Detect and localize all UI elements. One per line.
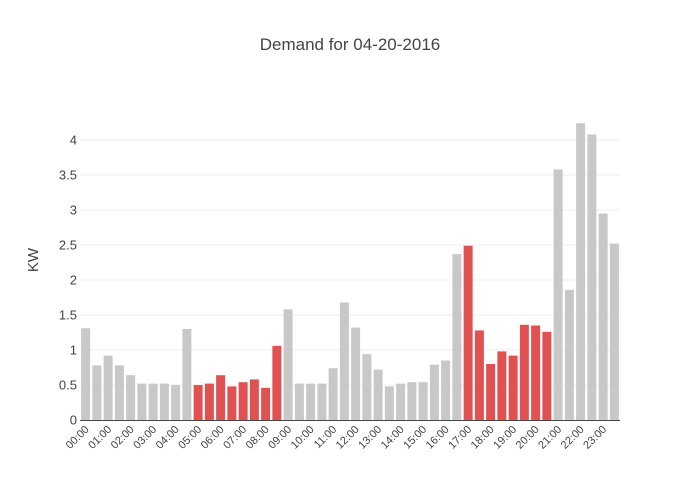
bar-2130[interactable] bbox=[564, 289, 574, 420]
bar-1430[interactable] bbox=[407, 382, 417, 420]
bar-0930[interactable] bbox=[294, 383, 304, 420]
y-tick-label: 4 bbox=[70, 133, 77, 148]
bar-0600[interactable] bbox=[216, 375, 226, 420]
bar-0730[interactable] bbox=[249, 379, 259, 420]
x-tick-label: 09:00 bbox=[266, 424, 294, 452]
bar-2000[interactable] bbox=[531, 325, 541, 421]
x-tick-label: 18:00 bbox=[469, 424, 497, 452]
bar-1400[interactable] bbox=[396, 383, 406, 420]
bar-0030[interactable] bbox=[92, 365, 102, 420]
bar-1500[interactable] bbox=[418, 382, 428, 420]
bar-1730[interactable] bbox=[474, 330, 484, 420]
bar-0230[interactable] bbox=[137, 383, 147, 420]
x-tick-label: 12:00 bbox=[334, 424, 362, 452]
bar-1530[interactable] bbox=[429, 364, 439, 420]
y-tick-label: 3 bbox=[70, 203, 77, 218]
bar-2030[interactable] bbox=[542, 331, 552, 420]
x-tick-label: 17:00 bbox=[446, 424, 474, 452]
bar-1800[interactable] bbox=[486, 364, 496, 420]
bar-0830[interactable] bbox=[272, 345, 282, 420]
x-tick-label: 19:00 bbox=[491, 424, 519, 452]
bar-1230[interactable] bbox=[362, 354, 372, 420]
bars bbox=[81, 123, 619, 420]
x-tick-labels: 00:0001:0002:0003:0004:0005:0006:0007:00… bbox=[64, 424, 609, 452]
x-tick-label: 23:00 bbox=[581, 424, 609, 452]
bar-1100[interactable] bbox=[328, 368, 338, 420]
x-tick-label: 04:00 bbox=[154, 424, 182, 452]
x-tick-label: 01:00 bbox=[86, 424, 114, 452]
bar-0400[interactable] bbox=[171, 385, 181, 420]
bar-0900[interactable] bbox=[283, 309, 293, 420]
y-tick-label: 2.5 bbox=[59, 238, 77, 253]
x-tick-label: 16:00 bbox=[424, 424, 452, 452]
y-tick-label: 1.5 bbox=[59, 308, 77, 323]
x-tick-label: 11:00 bbox=[312, 424, 339, 451]
bar-1000[interactable] bbox=[306, 383, 316, 420]
bar-1030[interactable] bbox=[317, 383, 327, 420]
bar-1900[interactable] bbox=[508, 355, 518, 420]
bar-2100[interactable] bbox=[553, 169, 563, 420]
bar-0630[interactable] bbox=[227, 386, 237, 420]
y-tick-label: 1 bbox=[70, 343, 77, 358]
bar-1200[interactable] bbox=[351, 327, 361, 420]
bar-2330[interactable] bbox=[609, 243, 619, 420]
x-tick-label: 05:00 bbox=[176, 424, 204, 452]
bar-0330[interactable] bbox=[159, 383, 169, 420]
bar-1300[interactable] bbox=[373, 369, 383, 420]
bar-0800[interactable] bbox=[261, 387, 271, 420]
x-tick-label: 13:00 bbox=[356, 424, 384, 452]
bar-2300[interactable] bbox=[598, 213, 608, 421]
bar-0130[interactable] bbox=[114, 365, 124, 420]
bar-0000[interactable] bbox=[81, 328, 91, 420]
x-tick-label: 06:00 bbox=[199, 424, 227, 452]
bar-0430[interactable] bbox=[182, 329, 192, 420]
y-tick-label: 2 bbox=[70, 273, 77, 288]
y-tick-labels: 0 0.5 1 1.5 2 2.5 3 3.5 4 bbox=[59, 133, 77, 428]
bar-1830[interactable] bbox=[497, 351, 507, 420]
bar-2230[interactable] bbox=[587, 134, 597, 420]
bar-1930[interactable] bbox=[519, 324, 529, 420]
x-tick-label: 07:00 bbox=[221, 424, 249, 452]
bar-1330[interactable] bbox=[384, 386, 394, 420]
x-tick-label: 21:00 bbox=[536, 424, 564, 452]
x-tick-label: 00:00 bbox=[64, 424, 92, 452]
bar-0300[interactable] bbox=[148, 383, 158, 420]
x-tick-label: 10:00 bbox=[289, 424, 317, 452]
y-axis-label: KW bbox=[25, 247, 42, 272]
y-tick-label: 0 bbox=[70, 413, 77, 428]
gridlines bbox=[80, 139, 620, 386]
x-tick-label: 20:00 bbox=[514, 424, 542, 452]
bar-1130[interactable] bbox=[339, 302, 349, 420]
y-tick-label: 0.5 bbox=[59, 378, 77, 393]
bar-1630[interactable] bbox=[452, 254, 462, 420]
x-tick-label: 02:00 bbox=[109, 424, 137, 452]
x-tick-label: 08:00 bbox=[244, 424, 272, 452]
bar-2200[interactable] bbox=[576, 123, 586, 420]
bar-1700[interactable] bbox=[463, 245, 473, 420]
x-tick-label: 14:00 bbox=[379, 424, 407, 452]
y-tick-label: 3.5 bbox=[59, 168, 77, 183]
bar-0700[interactable] bbox=[238, 382, 248, 420]
bar-0500[interactable] bbox=[193, 385, 203, 420]
x-tick-label: 03:00 bbox=[131, 424, 159, 452]
bar-0530[interactable] bbox=[204, 383, 214, 420]
chart-title: Demand for 04-20-2016 bbox=[260, 35, 441, 54]
x-tick-label: 15:00 bbox=[401, 424, 429, 452]
x-tick-label: 22:00 bbox=[559, 424, 587, 452]
bar-1600[interactable] bbox=[441, 360, 451, 421]
bar-0100[interactable] bbox=[103, 355, 113, 420]
bar-0200[interactable] bbox=[126, 375, 136, 420]
